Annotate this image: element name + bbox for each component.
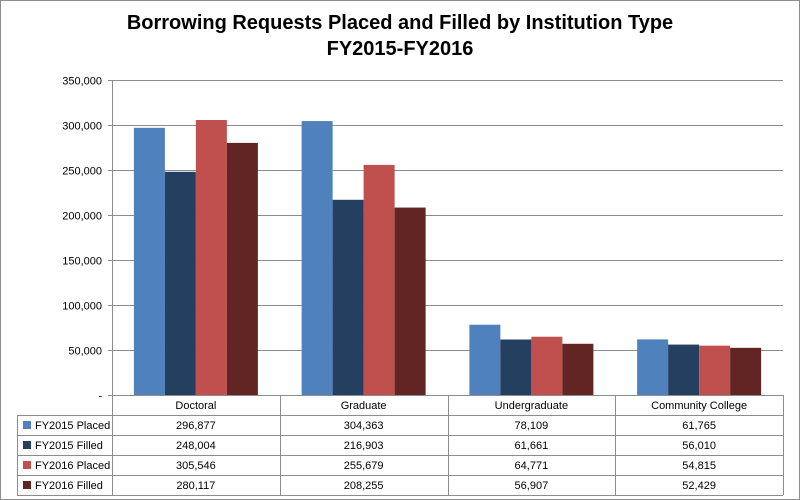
data-table-value: 61,661 [515, 440, 549, 452]
bar [363, 164, 395, 395]
legend-swatch [23, 421, 31, 429]
bar [301, 121, 333, 395]
bar [469, 324, 501, 395]
bar [500, 339, 532, 395]
chart-subtitle: FY2015-FY2016 [326, 38, 474, 60]
y-axis: - 50,000 100,000 150,000 200,000 250,000 300,0… [62, 76, 113, 403]
y-tick-label: 300,000 [62, 121, 102, 133]
data-table-value: 61,765 [682, 420, 716, 432]
data-table: Doctoral Graduate Undergraduate Community C… [17, 395, 784, 496]
data-table-value: 255,679 [344, 460, 384, 472]
chart-title-block: Borrowing Requests Placed and Filled by … [0, 10, 800, 62]
bar [332, 199, 364, 395]
bar [668, 344, 700, 395]
data-table-value: 52,429 [682, 480, 716, 492]
y-tick-label: - [98, 391, 102, 403]
data-table-value: 78,109 [515, 420, 549, 432]
data-table-value: 208,255 [344, 480, 384, 492]
legend-label: FY2015 Filled [35, 440, 103, 452]
legend-swatch [23, 461, 31, 469]
data-table-value: 56,010 [682, 440, 716, 452]
data-table-value: 216,903 [344, 440, 384, 452]
bar [531, 336, 563, 395]
legend-swatch [23, 441, 31, 449]
bar [562, 343, 594, 395]
data-table-value: 305,546 [176, 460, 216, 472]
y-tick-label: 250,000 [62, 166, 102, 178]
bar [195, 120, 227, 395]
data-table-value: 54,815 [682, 460, 716, 472]
legend-label: FY2015 Placed [35, 420, 110, 432]
y-tick-label: 150,000 [62, 256, 102, 268]
data-table-value: 296,877 [176, 420, 216, 432]
x-category-label: Graduate [341, 400, 387, 412]
bar [133, 127, 165, 395]
y-tick-label: 100,000 [62, 301, 102, 313]
bar [699, 345, 731, 395]
legend-label: FY2016 Placed [35, 460, 110, 472]
bar [730, 347, 762, 395]
data-table-value: 304,363 [344, 420, 384, 432]
bar [637, 339, 669, 395]
data-table-value: 280,117 [176, 480, 215, 492]
data-table-value: 248,004 [176, 440, 216, 452]
legend-swatch [23, 481, 31, 489]
chart-title: Borrowing Requests Placed and Filled by … [126, 12, 674, 34]
x-category-label: Community College [651, 400, 747, 412]
bar [394, 207, 426, 395]
x-category-label: Doctoral [175, 400, 216, 412]
y-tick-label: 200,000 [62, 211, 102, 223]
data-table-value: 64,771 [515, 460, 549, 472]
bars [133, 120, 762, 395]
data-table-value: 56,907 [515, 480, 549, 492]
y-tick-label: 350,000 [62, 76, 102, 88]
bar [226, 142, 258, 395]
bar [164, 171, 196, 395]
x-category-label: Undergraduate [495, 400, 568, 412]
legend-label: FY2016 Filled [35, 480, 103, 492]
y-tick-label: 50,000 [68, 346, 102, 358]
